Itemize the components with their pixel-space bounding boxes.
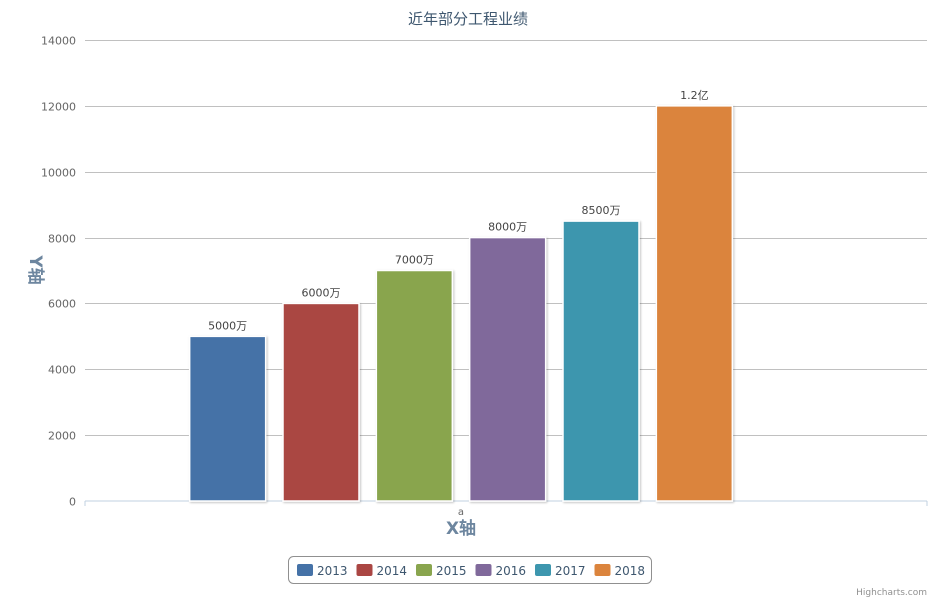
data-label-2014: 6000万 bbox=[302, 286, 341, 299]
bar-2016[interactable] bbox=[468, 236, 547, 502]
bar-2014[interactable] bbox=[282, 302, 360, 502]
bar-2013[interactable] bbox=[188, 335, 267, 502]
legend-label-2016: 2016 bbox=[496, 564, 527, 578]
y-tick-label: 6000 bbox=[48, 298, 76, 311]
credits-link[interactable]: Highcharts.com bbox=[856, 588, 927, 598]
y-axis-tick-labels: 0 2000 4000 6000 8000 10000 12000 14000 bbox=[41, 35, 76, 509]
legend-box bbox=[288, 556, 652, 584]
y-axis-title: Y轴 bbox=[25, 254, 46, 284]
legend-swatch-2015 bbox=[416, 564, 432, 576]
legend-label-2017: 2017 bbox=[555, 564, 586, 578]
legend-item-2015[interactable]: 2015 bbox=[416, 564, 467, 578]
legend: 2013 2014 2015 2016 2017 2018 bbox=[288, 556, 652, 584]
legend-swatch-2016 bbox=[475, 564, 492, 576]
x-axis-title: X轴 bbox=[446, 518, 476, 539]
legend-item-2016[interactable]: 2016 bbox=[475, 564, 527, 578]
legend-swatch-2018 bbox=[594, 564, 611, 576]
legend-item-2017[interactable]: 2017 bbox=[535, 564, 586, 578]
legend-item-2014[interactable]: 2014 bbox=[356, 564, 408, 578]
x-axis-category-label: a bbox=[458, 507, 464, 518]
bars bbox=[188, 105, 734, 502]
legend-swatch-2017 bbox=[535, 564, 551, 576]
y-tick-label: 8000 bbox=[48, 233, 76, 246]
y-tick-label: 2000 bbox=[48, 430, 76, 443]
data-label-2015: 7000万 bbox=[395, 254, 434, 267]
legend-swatch-2013 bbox=[297, 564, 313, 576]
data-label-2017: 8500万 bbox=[582, 204, 621, 217]
y-tick-label: 12000 bbox=[41, 101, 76, 114]
y-tick-label: 0 bbox=[69, 496, 76, 509]
data-label-2013: 5000万 bbox=[208, 319, 247, 332]
legend-label-2018: 2018 bbox=[615, 564, 646, 578]
legend-swatch-2014 bbox=[356, 564, 373, 576]
y-tick-label: 4000 bbox=[48, 364, 76, 377]
legend-item-2018[interactable]: 2018 bbox=[594, 564, 646, 578]
bar-2017[interactable] bbox=[562, 220, 640, 502]
legend-label-2014: 2014 bbox=[377, 564, 408, 578]
legend-label-2013: 2013 bbox=[317, 564, 348, 578]
bar-2015[interactable] bbox=[375, 269, 454, 502]
legend-items: 2013 2014 2015 2016 2017 2018 bbox=[297, 564, 645, 578]
bar-2018[interactable] bbox=[655, 105, 734, 502]
y-tick-label: 10000 bbox=[41, 167, 76, 180]
data-labels: 5000万 6000万 7000万 8000万 8500万 1.2亿 bbox=[208, 89, 708, 333]
chart-title: 近年部分工程业绩 bbox=[408, 10, 528, 28]
legend-label-2015: 2015 bbox=[436, 564, 467, 578]
legend-item-2013[interactable]: 2013 bbox=[297, 564, 348, 578]
y-tick-label: 14000 bbox=[41, 35, 76, 48]
data-label-2016: 8000万 bbox=[488, 221, 527, 234]
data-label-2018: 1.2亿 bbox=[680, 89, 709, 102]
